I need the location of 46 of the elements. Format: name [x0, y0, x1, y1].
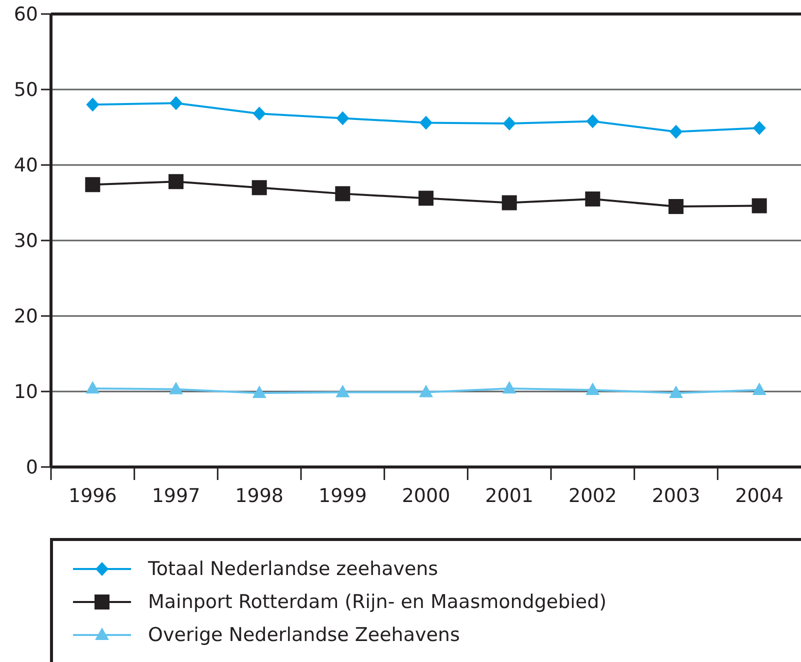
y-tick-label: 0	[26, 456, 38, 479]
y-tick-label: 20	[14, 306, 38, 328]
legend-label: Mainport Rotterdam (Rijn- en Maasmondgebied)	[148, 590, 607, 612]
point	[252, 106, 266, 121]
y-tick-label: 60	[14, 4, 38, 26]
point	[670, 124, 682, 139]
point	[336, 384, 350, 398]
point	[418, 190, 434, 206]
point	[502, 195, 517, 210]
point	[86, 98, 100, 112]
x-tick-label: 1997	[152, 485, 200, 507]
point	[586, 114, 600, 128]
point	[252, 180, 267, 196]
point	[586, 382, 600, 395]
point	[85, 177, 100, 192]
point	[336, 111, 350, 126]
point	[502, 380, 516, 394]
legend-label: Totaal Nederlandse zeehavens	[148, 558, 438, 580]
point	[752, 121, 766, 136]
point	[752, 382, 766, 395]
point	[419, 384, 433, 398]
x-tick-label: 1999	[318, 485, 367, 507]
point	[168, 174, 184, 190]
point	[335, 186, 350, 202]
point	[502, 116, 516, 130]
y-tick-label: 50	[14, 79, 38, 102]
x-tick-label: 2001	[485, 485, 534, 507]
point	[420, 116, 432, 130]
legend-label: Overige Nederlandse Zeehavens	[148, 624, 460, 646]
point	[252, 386, 266, 398]
point	[752, 198, 767, 214]
x-tick-label: 2004	[735, 485, 784, 507]
point	[585, 191, 600, 206]
y-tick-label: 10	[14, 381, 38, 404]
point	[169, 382, 183, 394]
x-tick-label: 1998	[235, 485, 284, 507]
x-tick-label: 2003	[652, 485, 700, 507]
x-tick-label: 2002	[568, 485, 617, 507]
x-tick-label: 1996	[68, 485, 117, 507]
x-tick-label: 2000	[402, 485, 450, 507]
point	[668, 199, 684, 214]
point	[170, 96, 182, 110]
point	[669, 386, 683, 398]
y-tick-label: 30	[14, 230, 38, 252]
y-tick-label: 40	[14, 154, 38, 177]
point	[86, 380, 100, 394]
